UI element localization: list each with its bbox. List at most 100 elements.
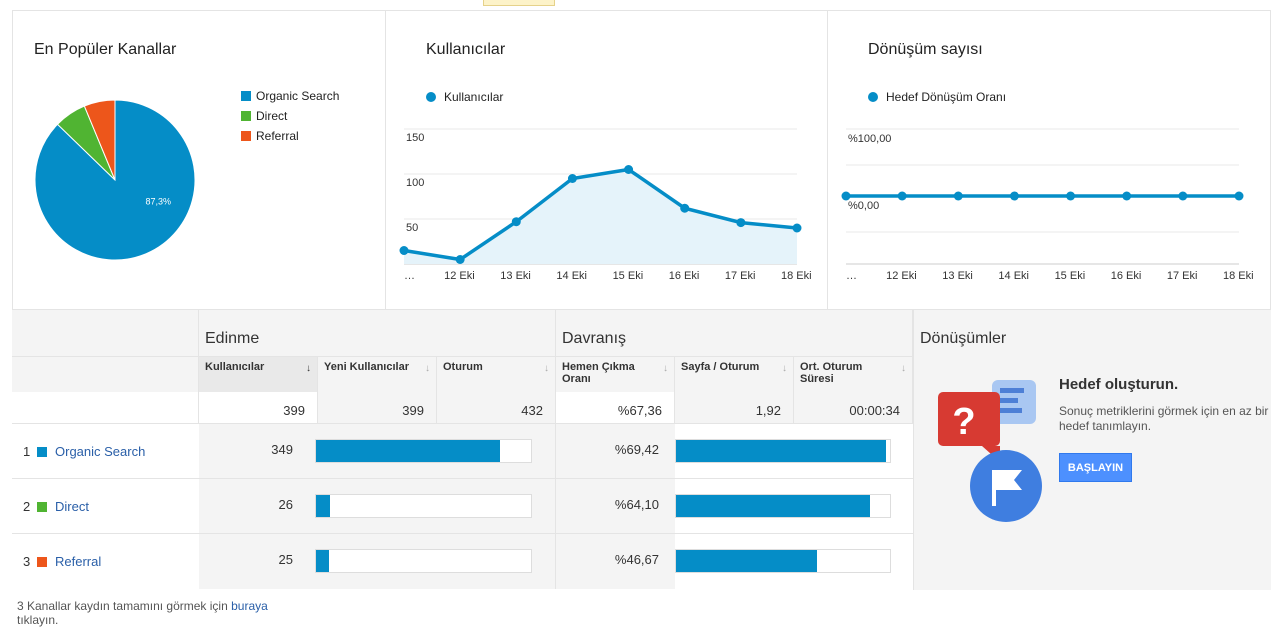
sort-desc-icon: ↓ — [306, 363, 311, 374]
data-point — [1178, 191, 1188, 201]
channel-link-direct[interactable]: Direct — [55, 499, 89, 514]
col-header-new-users[interactable]: Yeni Kullanıcılar ↓ — [318, 356, 437, 392]
total-avg-session-duration: 00:00:34 — [794, 392, 913, 423]
table-row: 2 Direct 26 %64,10 — [12, 478, 913, 534]
row-rank: 1 — [23, 444, 31, 459]
col-header-bounce-rate[interactable]: Hemen Çıkma Oranı ↓ — [556, 356, 675, 392]
svg-text:?: ? — [952, 401, 975, 443]
channel-link-referral[interactable]: Referral — [55, 554, 102, 569]
data-point — [455, 255, 465, 264]
legend-swatch-referral — [241, 131, 251, 141]
legend-swatch-direct — [241, 111, 251, 121]
data-point — [511, 217, 521, 227]
bounce-bar-cell — [675, 534, 913, 589]
legend-label-organic: Organic Search — [256, 89, 340, 103]
users-bar-track — [315, 494, 532, 518]
row-users: 25 — [199, 534, 305, 589]
users-legend[interactable]: Kullanıcılar — [426, 90, 503, 104]
x-tick-label: … — [846, 270, 857, 282]
data-point — [792, 223, 802, 233]
row-bounce-rate: %46,67 — [556, 534, 675, 589]
totals-label-cell — [12, 392, 199, 423]
table-row: 3 Referral 25 %46,67 — [12, 533, 913, 589]
pie-chart: 87,3% — [34, 99, 196, 261]
users-line-chart: 150 100 50 … 12 Eki 13 Eki 14 Eki 15 Eki 16 Eki 1… — [399, 128, 812, 282]
data-point — [399, 246, 409, 255]
sort-icon: ↓ — [425, 363, 430, 374]
users-panel: Kullanıcılar Kullanıcılar 150 100 50 … 12 Ek… — [386, 11, 828, 309]
row-rank: 3 — [23, 554, 31, 569]
data-point — [841, 191, 851, 201]
col-header-users[interactable]: Kullanıcılar ↓ — [199, 356, 318, 392]
channel-cell: 1 Organic Search — [12, 424, 199, 479]
bounce-bar-fill — [676, 550, 817, 572]
col-label-sessions: Oturum — [443, 361, 483, 373]
col-header-avg-session-duration[interactable]: Ort. Oturum Süresi ↓ — [794, 356, 913, 392]
x-tick-label: 16 Eki — [1111, 270, 1142, 282]
footer-link[interactable]: buraya — [231, 599, 268, 613]
users-bar-fill — [316, 550, 329, 572]
total-sessions: 432 — [437, 392, 556, 423]
conversions-legend[interactable]: Hedef Dönüşüm Oranı — [868, 90, 1006, 104]
footer-text: 3 Kanallar kaydın tamamını görmek için — [17, 599, 232, 613]
group-label-acquisition: Edinme — [205, 330, 260, 347]
area-fill — [404, 169, 797, 264]
series-line — [403, 167, 798, 262]
col-header-pages-per-session[interactable]: Sayfa / Oturum ↓ — [675, 356, 794, 392]
footer-text-2: tıklayın. — [17, 613, 59, 627]
conversions-line-chart: %100,00 %0,00 … 12 Eki 13 Eki 14 Eki 15 Eki 16 … — [841, 128, 1254, 282]
question-icon: ? — [938, 392, 1000, 462]
goal-title: Hedef oluşturun. — [1059, 376, 1179, 393]
sort-icon: ↓ — [782, 363, 787, 374]
legend-label-direct: Direct — [256, 109, 288, 123]
row-swatch — [37, 446, 47, 457]
data-point — [1066, 191, 1076, 201]
sort-icon: ↓ — [901, 363, 906, 374]
conversions-panel: Dönüşüm sayısı Hedef Dönüşüm Oranı %100,… — [828, 11, 1271, 309]
legend-organic-search[interactable]: Organic Search — [241, 86, 339, 106]
col-label-avg-session-duration: Ort. Oturum Süresi — [800, 361, 863, 385]
x-tick-label: 14 Eki — [556, 270, 587, 282]
data-point — [953, 191, 963, 201]
charts-row: En Popüler Kanallar 87,3% Organic Search… — [12, 10, 1271, 310]
x-tick-label: 18 Eki — [781, 270, 812, 282]
total-new-users: 399 — [318, 392, 437, 423]
legend-label-referral: Referral — [256, 129, 299, 143]
row-bounce-rate: %69,42 — [556, 424, 675, 479]
users-legend-label: Kullanıcılar — [444, 90, 504, 104]
flag-icon — [970, 450, 1042, 522]
data-point — [1234, 191, 1244, 201]
x-tick-label: 17 Eki — [1167, 270, 1198, 282]
users-legend-dot — [426, 92, 436, 102]
x-tick-label: 16 Eki — [669, 270, 700, 282]
data-point — [1122, 191, 1132, 201]
bounce-bar-track — [675, 494, 891, 518]
goal-description: Sonuç metriklerini görmek için en az bir… — [1059, 404, 1269, 433]
row-swatch — [37, 556, 47, 567]
conversions-title: Dönüşüm sayısı — [868, 41, 983, 58]
goal-illustration: ? — [938, 380, 1042, 522]
document-icon — [992, 380, 1036, 424]
users-title: Kullanıcılar — [426, 41, 506, 58]
legend-direct[interactable]: Direct — [241, 106, 339, 126]
data-point — [736, 218, 746, 228]
group-header-acquisition: Edinme — [199, 310, 556, 356]
conversions-legend-label: Hedef Dönüşüm Oranı — [886, 90, 1007, 104]
bounce-bar-track — [675, 549, 891, 573]
legend-referral[interactable]: Referral — [241, 126, 339, 146]
x-tick-label: … — [404, 270, 415, 282]
total-bounce-rate: %67,36 — [556, 392, 675, 423]
data-point — [680, 203, 690, 213]
group-label-behavior: Davranış — [562, 330, 627, 347]
x-tick-label: 17 Eki — [725, 270, 756, 282]
users-bar-fill — [316, 495, 330, 517]
y-tick-label: %100,00 — [848, 133, 891, 145]
y-tick-label: 100 — [406, 177, 424, 189]
col-header-sessions[interactable]: Oturum ↓ — [437, 356, 556, 392]
data-point — [624, 165, 634, 174]
start-button[interactable]: BAŞLAYIN — [1059, 453, 1132, 482]
conversions-legend-dot — [868, 92, 878, 102]
channel-link-organic-search[interactable]: Organic Search — [55, 444, 146, 459]
total-users: 399 — [199, 392, 318, 423]
top-tab-indicator — [483, 0, 555, 6]
